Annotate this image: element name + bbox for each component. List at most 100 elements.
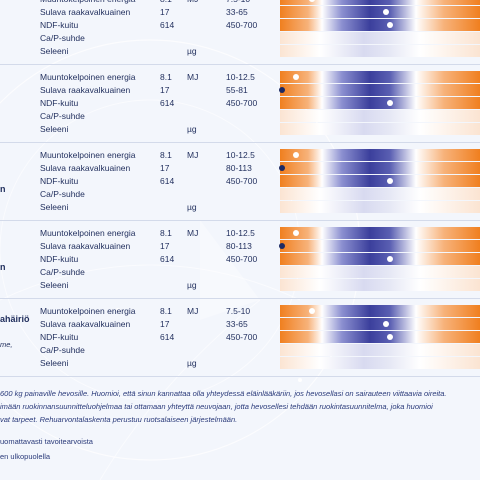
nutrient-name: Seleeni (40, 358, 69, 368)
target-range: 450-700 (226, 20, 258, 30)
value-marker (387, 334, 393, 340)
value-marker (279, 87, 285, 93)
range-bar (280, 149, 480, 161)
group-divider (0, 298, 480, 299)
nutrient-name: Sulava raakavalkuainen (40, 85, 131, 95)
target-range: 10-12.5 (226, 72, 255, 82)
nutrient-name: Seleeni (40, 280, 69, 290)
value-marker (387, 22, 393, 28)
nutrient-name: NDF-kuitu (40, 98, 79, 108)
group-divider (0, 64, 480, 65)
nutrient-unit: MJ (187, 228, 199, 238)
target-range: 450-700 (226, 254, 258, 264)
nutrient-name: NDF-kuitu (40, 20, 79, 30)
nutrient-value: 17 (160, 163, 170, 173)
nutrient-name: Ca/P-suhde (40, 33, 85, 43)
nutrient-name: Sulava raakavalkuainen (40, 7, 131, 17)
range-bar (280, 253, 480, 265)
range-bar (280, 201, 480, 213)
nutrient-value: 614 (160, 20, 175, 30)
group-divider (0, 376, 480, 377)
nutrient-value: 614 (160, 98, 175, 108)
value-marker (293, 74, 299, 80)
value-marker (309, 308, 315, 314)
nutrient-value: 17 (160, 319, 170, 329)
nutrient-name: Muuntokelpoinen energia (40, 228, 136, 238)
range-bar (280, 84, 480, 96)
footer-line: 600 kg painaville hevosille. Huomioi, et… (0, 389, 447, 398)
group-subtitle: me, (0, 340, 13, 349)
value-marker (309, 0, 315, 2)
nutrient-name: Seleeni (40, 124, 69, 134)
nutrient-name: NDF-kuitu (40, 254, 79, 264)
nutrient-name: Ca/P-suhde (40, 267, 85, 277)
target-range: 80-113 (226, 241, 252, 251)
range-bar (280, 175, 480, 187)
nutrient-name: Muuntokelpoinen energia (40, 72, 136, 82)
range-bar (280, 97, 480, 109)
value-marker (293, 230, 299, 236)
legend-line: uomattavasti tavoitearvoista (0, 437, 93, 446)
nutrient-name: Seleeni (40, 46, 69, 56)
nutrient-unit: MJ (187, 306, 199, 316)
nutrient-value: 614 (160, 176, 175, 186)
range-bar (280, 0, 480, 5)
nutrient-name: Sulava raakavalkuainen (40, 163, 131, 173)
nutrient-unit: µg (187, 358, 197, 368)
range-bar (280, 123, 480, 135)
nutrient-unit: µg (187, 202, 197, 212)
value-marker (279, 243, 285, 249)
nutrient-name: Muuntokelpoinen energia (40, 0, 135, 5)
range-bar (280, 188, 480, 200)
legend-line: en ulkopuolella (0, 452, 51, 461)
range-bar (280, 318, 480, 330)
nutrient-value: 8.1 (160, 0, 172, 5)
group-divider (0, 220, 480, 221)
nutrient-unit: MJ (187, 0, 198, 5)
range-bar (280, 45, 480, 57)
value-marker (387, 100, 393, 106)
value-marker (383, 321, 389, 327)
nutrient-name: Sulava raakavalkuainen (40, 319, 131, 329)
target-range: 55-81 (226, 85, 248, 95)
footer-line: vat tarpeet. Rehuarvontalaskenta perustu… (0, 415, 238, 424)
nutrient-name: Muuntokelpoinen energia (40, 150, 136, 160)
range-bar (280, 240, 480, 252)
range-bar (280, 266, 480, 278)
range-bar (280, 331, 480, 343)
target-range: 450-700 (226, 176, 258, 186)
value-marker (387, 178, 393, 184)
group-title: n (0, 262, 6, 272)
nutrient-value: 8.1 (160, 228, 172, 238)
nutrient-name: Ca/P-suhde (40, 345, 85, 355)
nutrient-name: NDF-kuitu (40, 332, 79, 342)
nutrient-unit: µg (187, 46, 197, 56)
range-bar (280, 305, 480, 317)
nutrient-name: Muuntokelpoinen energia (40, 306, 136, 316)
target-range: 7.5-10 (226, 306, 251, 316)
range-bar (280, 71, 480, 83)
target-range: 7.5-10 (226, 0, 250, 5)
range-bar (280, 357, 480, 369)
range-bar (280, 344, 480, 356)
nutrient-value: 614 (160, 332, 175, 342)
group-divider (0, 142, 480, 143)
nutrient-name: Sulava raakavalkuainen (40, 241, 131, 251)
footer-line: imään ruokinnansuunnitteluohjelmaa tai o… (0, 402, 433, 411)
nutrient-value: 614 (160, 254, 175, 264)
nutrient-value: 17 (160, 241, 170, 251)
nutrient-unit: MJ (187, 150, 199, 160)
target-range: 10-12.5 (226, 228, 255, 238)
group-title: n (0, 184, 6, 194)
range-bar (280, 19, 480, 31)
target-range: 80-113 (226, 163, 252, 173)
nutrient-value: 17 (160, 85, 170, 95)
range-bar (280, 32, 480, 44)
range-bar (280, 110, 480, 122)
nutrient-value: 8.1 (160, 72, 172, 82)
target-range: 10-12.5 (226, 150, 255, 160)
target-range: 33-65 (226, 319, 248, 329)
nutrient-value: 17 (160, 7, 170, 17)
nutrient-name: Seleeni (40, 202, 69, 212)
nutrient-name: Ca/P-suhde (40, 189, 85, 199)
